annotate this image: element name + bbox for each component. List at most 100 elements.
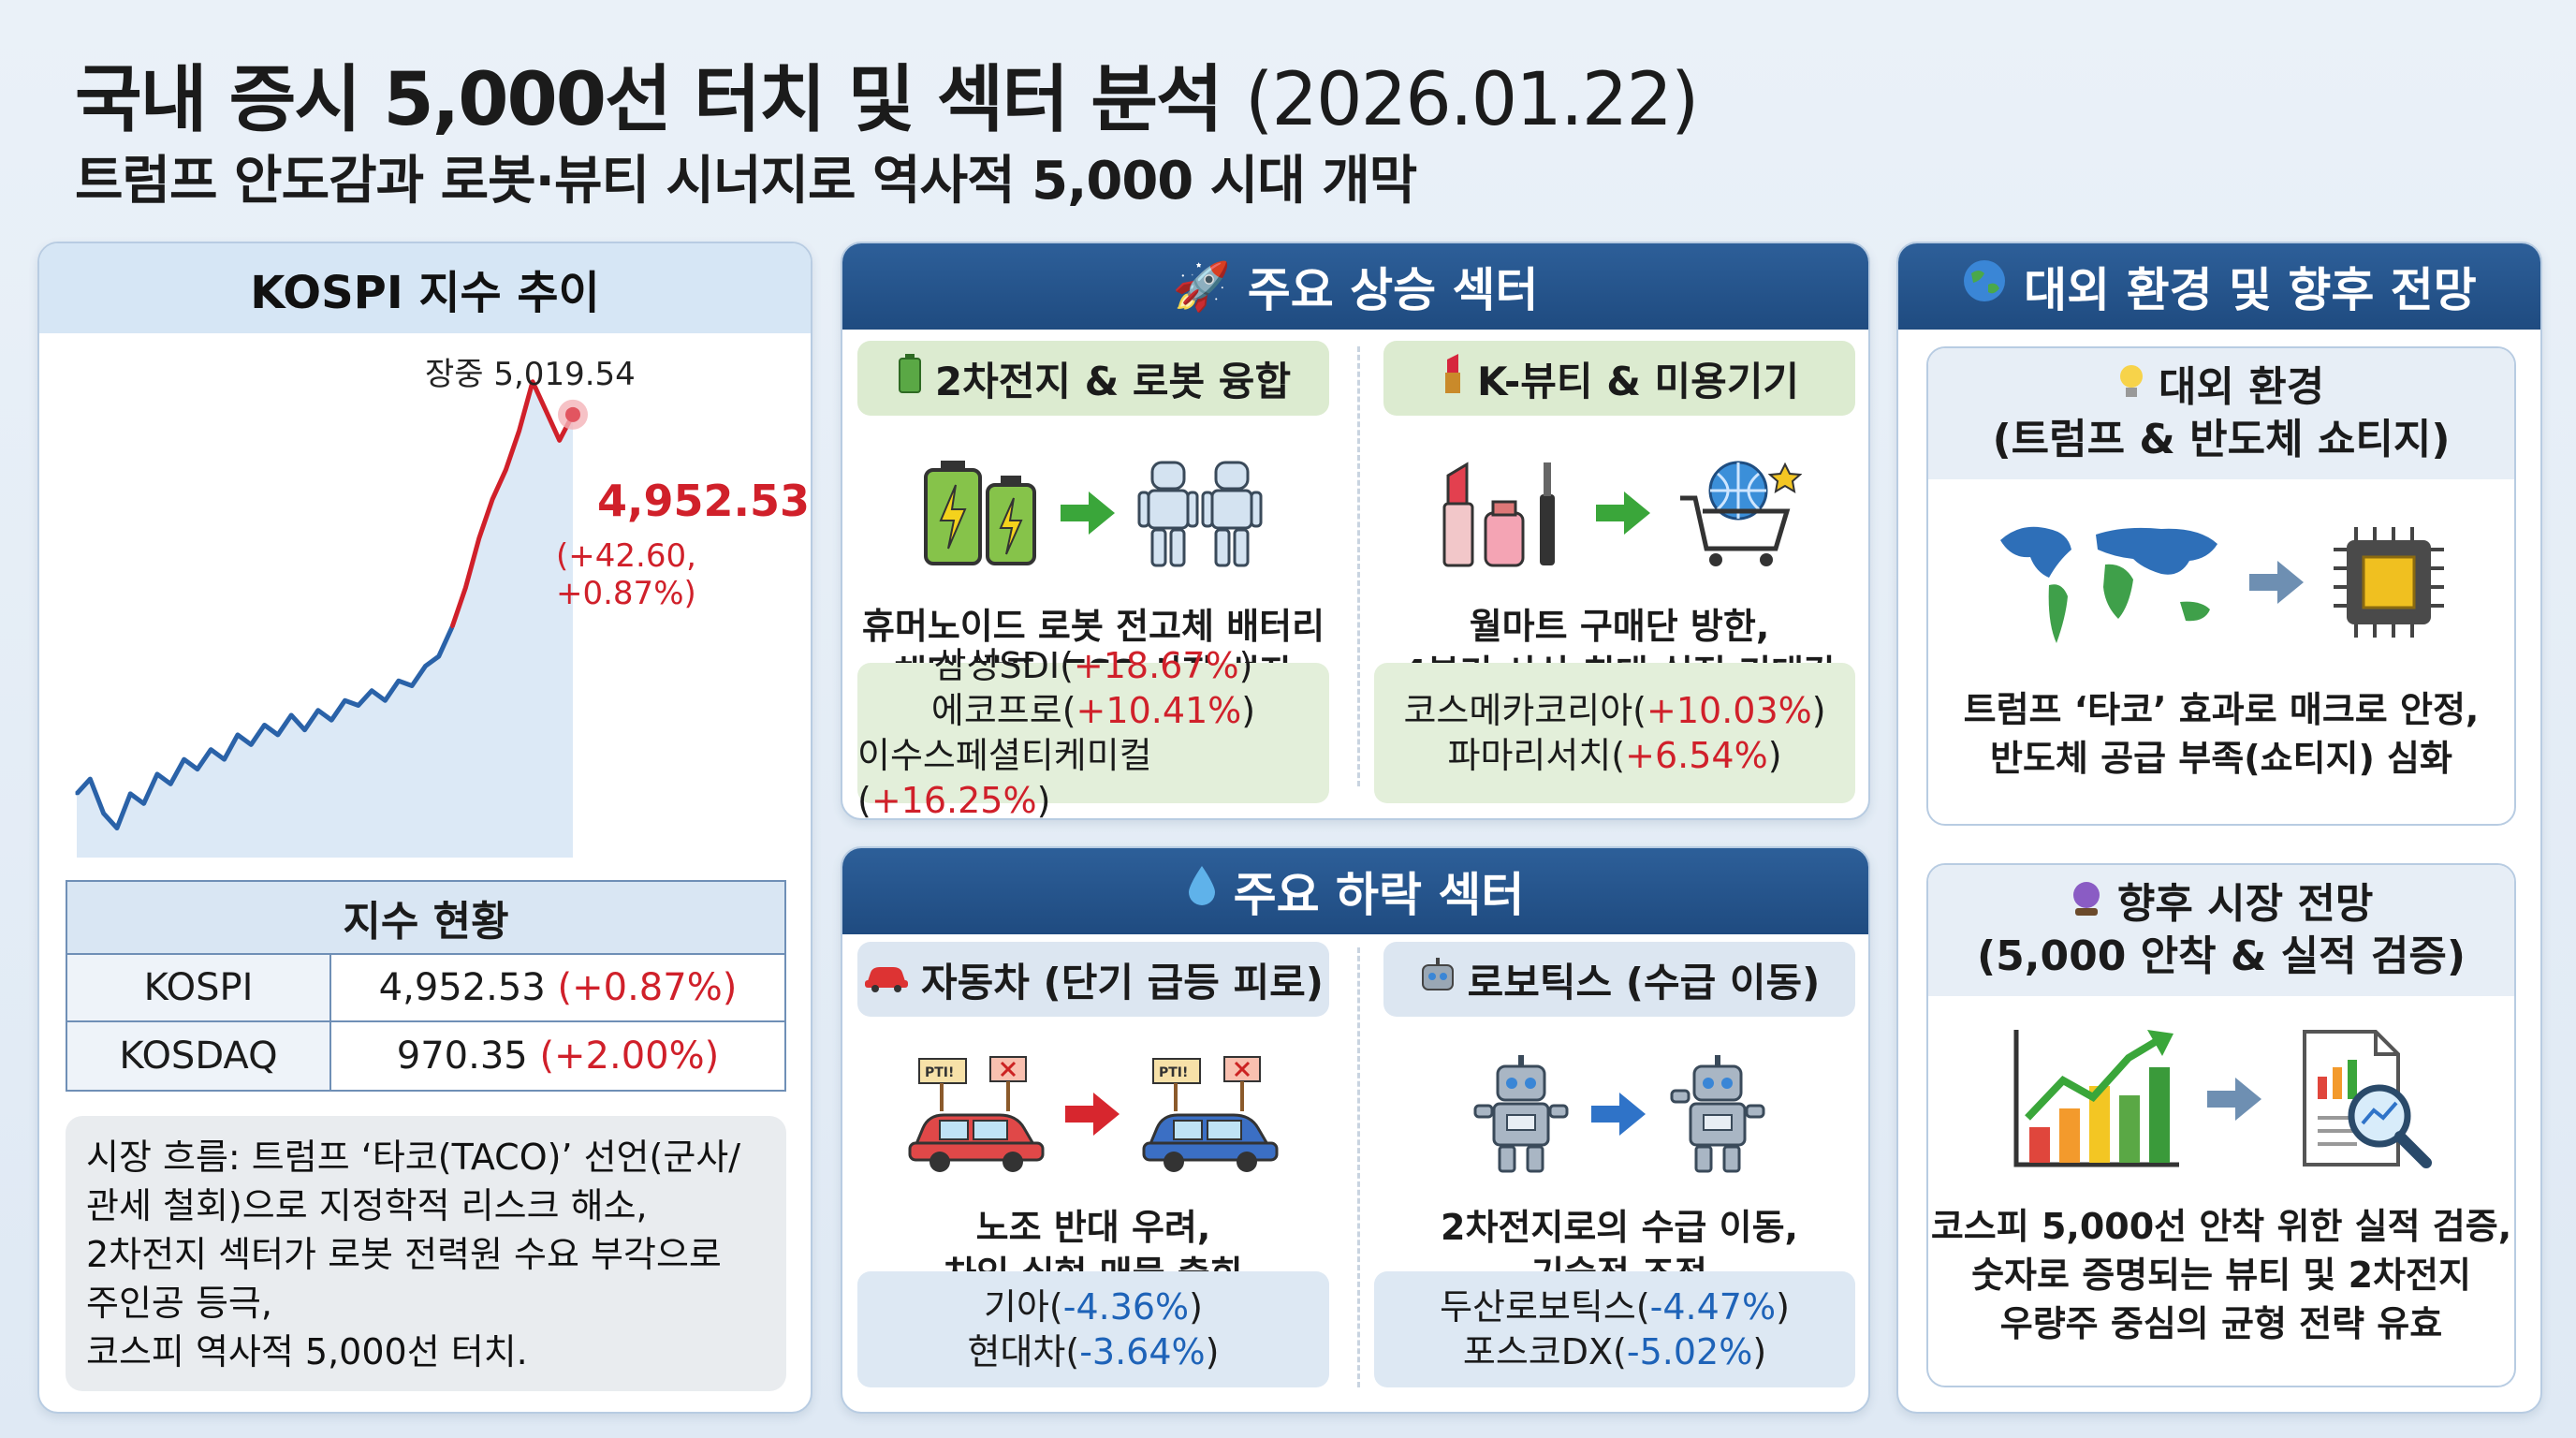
- sector-name: 로보틱스 (수급 이동): [1467, 959, 1821, 1005]
- forecast-title: 향후 시장 전망: [1928, 878, 2514, 931]
- stock-item: 삼성SDI(+18.67%): [933, 645, 1253, 686]
- sector-name: K-뷰티 & 미용기기: [1476, 358, 1800, 404]
- rising-bar-chart-icon: [2013, 1030, 2179, 1167]
- stock-name: 기아: [983, 1286, 1049, 1328]
- stock-change: -3.64%: [1079, 1331, 1206, 1372]
- market-flow-line: 코스피 역사적 5,000선 터치.: [86, 1331, 528, 1372]
- forecast-description: 코스피 5,000선 안착 위한 실적 검증, 숫자로 증명되는 뷰티 및 2차…: [1928, 1202, 2514, 1348]
- world-map-icon: [2000, 526, 2217, 643]
- external-env-card: 대외 환경 (트럼프 & 반도체 쇼티지) 트럼프 ‘타코’ 효과로: [1926, 346, 2516, 826]
- sector-header: K-뷰티 & 미용기기: [1383, 341, 1855, 416]
- desc-line: 숫자로 증명되는 뷰티 및 2차전지: [1971, 1255, 2471, 1296]
- desc-line: 우량주 중심의 균형 전략 유효: [1999, 1303, 2443, 1344]
- stock-change: -5.02%: [1626, 1331, 1753, 1372]
- arrow-right-icon: [1065, 1093, 1120, 1136]
- data-point: [544, 409, 548, 413]
- stock-name: 코스메카코리아: [1403, 690, 1633, 731]
- arrow-right-icon: [2207, 1078, 2261, 1121]
- kospi-rally-series: [449, 379, 576, 628]
- title-text: 국내 증시 5,000선 터치 및 섹터 분석: [75, 58, 1223, 142]
- battery-robot-illustration: [850, 429, 1337, 597]
- market-flow-box: 시장 흐름: 트럼프 ‘타코(TACO)’ 선언(군사/ 관세 철회)으로 지정…: [66, 1116, 786, 1391]
- forecast-card: 향후 시장 전망 (5,000 안착 & 실적 검증): [1926, 863, 2516, 1387]
- page-subtitle: 트럼프 안도감과 로봇·뷰티 시너지로 역사적 5,000 시대 개막: [75, 151, 1417, 212]
- report-magnifier-icon: [2303, 1030, 2432, 1168]
- robot-icon: [1419, 956, 1456, 1003]
- sector-k-beauty: K-뷰티 & 미용기기 월마트 구매단 방한, 4분기 사상 최대: [1376, 341, 1863, 697]
- industrial-robot-icon: [1670, 1055, 1765, 1173]
- title-date: (2026.01.22): [1244, 58, 1699, 142]
- data-point: [463, 586, 467, 590]
- falling-stocks-box: 두산로보틱스(-4.47%) 포스코DX(-5.02%): [1374, 1271, 1855, 1387]
- battery-icon: [896, 353, 924, 404]
- stock-change: +18.67%: [1073, 645, 1239, 686]
- car-icon: [863, 957, 910, 1003]
- data-point: [289, 713, 293, 717]
- index-value-number: 970.35: [396, 1034, 528, 1078]
- external-env-head: 대외 환경 (트럼프 & 반도체 쇼티지): [1928, 348, 2514, 479]
- forecast-head: 향후 시장 전망 (5,000 안착 & 실적 검증): [1928, 865, 2514, 996]
- stock-name: 이수스페셜티케미컬: [857, 735, 1152, 776]
- red-car-protest-icon: PTI!: [908, 1056, 1045, 1172]
- falling-sectors-title: 주요 하락 섹터: [1233, 868, 1525, 922]
- stock-change: -4.47%: [1649, 1286, 1777, 1328]
- index-value-change: (+2.00%): [539, 1034, 720, 1078]
- data-point: [531, 380, 534, 384]
- data-point: [236, 733, 240, 737]
- data-point: [88, 777, 92, 781]
- index-value: 970.35 (+2.00%): [331, 1022, 784, 1090]
- chart-area: [77, 381, 573, 858]
- stock-item: 기아(-4.36%): [983, 1286, 1203, 1328]
- stock-change: -4.36%: [1062, 1286, 1190, 1328]
- data-point: [329, 718, 333, 722]
- rocket-icon: 🚀: [1172, 258, 1231, 314]
- data-point: [183, 757, 186, 761]
- card-title-line: 대외 환경: [2159, 363, 2325, 411]
- data-point: [155, 772, 159, 776]
- crystal-ball-icon: [2070, 880, 2103, 928]
- stock-item: 코스메카코리아(+10.03%): [1403, 690, 1826, 731]
- forecast-illustration: [1928, 996, 2514, 1202]
- data-point: [209, 748, 212, 752]
- stock-change: +10.41%: [1076, 690, 1242, 731]
- market-flow-line: 2차전지 섹터가 로봇 전력원 수요 부각으로: [86, 1234, 722, 1275]
- close-point: [565, 406, 580, 422]
- stock-change: +16.25%: [871, 780, 1037, 820]
- protest-sign-text: PTI!: [1159, 1065, 1188, 1080]
- data-point: [75, 792, 79, 796]
- sector-header: 2차전지 & 로봇 융합: [857, 341, 1329, 416]
- rising-stocks-box: 삼성SDI(+18.67%) 에코프로(+10.41%) 이수스페셜티케미컬(+…: [857, 645, 1329, 818]
- data-point: [357, 703, 360, 707]
- kospi-chart: 장중 5,019.54 4,952.53 (+42.60, +0.87%): [39, 333, 811, 1110]
- desc-line: 코스피 5,000선 안착 위한 실적 검증,: [1930, 1206, 2512, 1247]
- chip-icon: [2334, 527, 2444, 638]
- humanoid-robot-icon: [1137, 461, 1263, 567]
- data-point: [558, 438, 562, 442]
- index-value: 4,952.53 (+0.87%): [331, 955, 784, 1020]
- divider: [1357, 346, 1360, 786]
- stock-name: 포스코DX: [1462, 1331, 1614, 1372]
- desc-line: 월마트 구매단 방한,: [1469, 606, 1770, 647]
- falling-sectors-header: 주요 하락 섹터: [842, 848, 1868, 934]
- data-point: [343, 698, 346, 702]
- card-title-line: (트럼프 & 반도체 쇼티지): [1992, 416, 2451, 463]
- industrial-robot-icon: [1473, 1055, 1569, 1173]
- stock-change: +10.03%: [1647, 690, 1812, 731]
- rising-sectors-panel: 🚀 주요 상승 섹터 2차전지 & 로봇 융합: [841, 242, 1870, 820]
- protest-sign-text: PTI!: [925, 1065, 954, 1080]
- market-flow-line: 시장 흐름: 트럼프 ‘타코(TACO)’ 선언(군사/: [86, 1137, 741, 1178]
- page-title: 국내 증시 5,000선 터치 및 섹터 분석 (2026.01.22): [75, 41, 1699, 146]
- divider: [1357, 947, 1360, 1387]
- stock-name: 두산로보틱스: [1440, 1286, 1636, 1328]
- card-title-line: (5,000 안착 & 실적 검증): [1977, 932, 2466, 980]
- data-point: [196, 768, 199, 771]
- stock-item: 두산로보틱스(-4.47%): [1440, 1286, 1790, 1328]
- data-point: [316, 709, 320, 712]
- desc-line: 휴머노이드 로봇 전고체 배터리: [861, 606, 1325, 647]
- data-point: [370, 689, 373, 693]
- card-title-line: 향후 시장 전망: [2116, 880, 2374, 928]
- globe-icon: [1962, 258, 2007, 315]
- sector-auto: 자동차 (단기 급등 피로) PTI! PTI!: [850, 942, 1337, 1298]
- kospi-panel: KOSPI 지수 추이 장중 5,019.54 4,952.53 (+42.60…: [37, 242, 812, 1414]
- close-change-label: (+42.60, +0.87%): [556, 537, 696, 612]
